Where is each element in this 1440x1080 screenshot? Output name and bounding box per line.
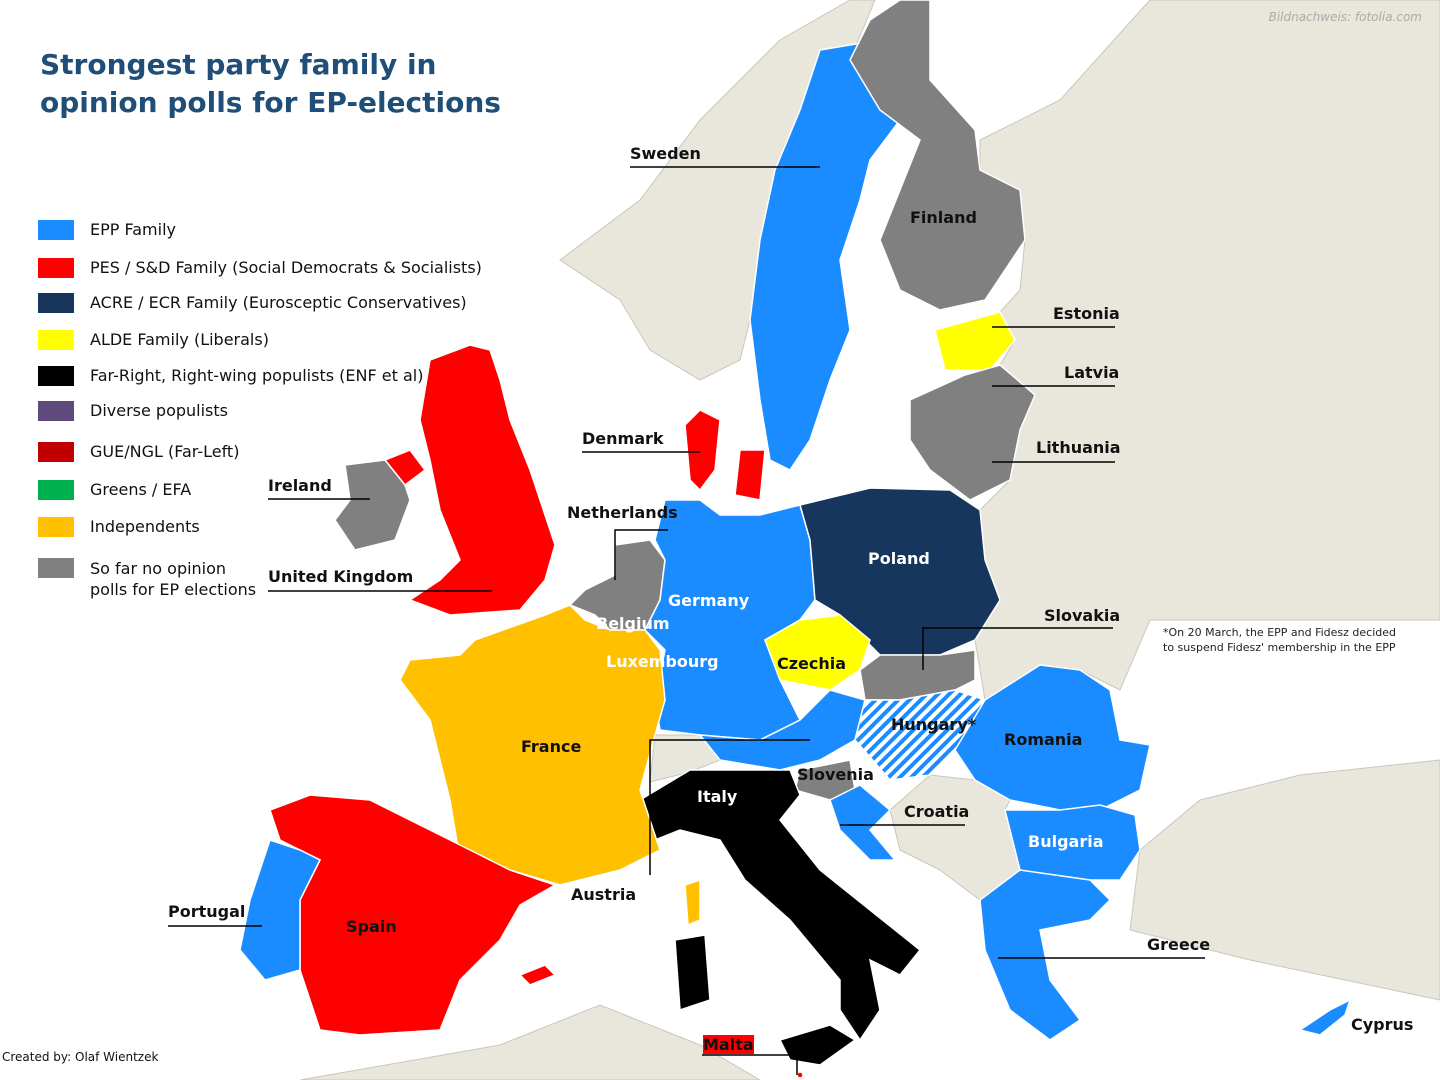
legend-swatch <box>38 258 74 278</box>
country-france[interactable] <box>399 604 666 886</box>
label-slovakia: Slovakia <box>1044 606 1121 625</box>
label-romania: Romania <box>1004 730 1083 749</box>
label-denmark: Denmark <box>582 429 664 448</box>
label-portugal: Portugal <box>168 902 246 921</box>
footnote-line-2: to suspend Fidesz' membership in the EPP <box>1163 641 1396 654</box>
label-finland: Finland <box>910 208 977 227</box>
footnote-line-1: *On 20 March, the EPP and Fidesz decided <box>1163 626 1397 639</box>
label-spain: Spain <box>346 917 397 936</box>
label-uk: United Kingdom <box>268 567 414 586</box>
country-uk[interactable] <box>408 344 556 616</box>
island-sardinia[interactable] <box>674 934 711 1012</box>
legend-item-far-right: Far-Right, Right-wing populists (ENF et … <box>38 366 423 386</box>
legend-label: GUE/NGL (Far-Left) <box>90 442 240 461</box>
legend-label: Greens / EFA <box>90 480 192 499</box>
legend-label: ALDE Family (Liberals) <box>90 330 269 349</box>
label-luxembourg: Luxembourg <box>606 652 719 671</box>
country-denmark[interactable] <box>684 409 721 492</box>
country-ireland[interactable] <box>334 459 411 551</box>
legend-swatch <box>38 558 74 578</box>
non-eu-turkey <box>1129 759 1440 1001</box>
label-belgium: Belgium <box>596 614 670 633</box>
legend-label: So far no opinion polls for EP elections <box>90 559 257 599</box>
country-sweden[interactable] <box>749 39 901 471</box>
country-portugal[interactable] <box>239 839 322 981</box>
country-germany[interactable] <box>644 499 816 741</box>
label-poland: Poland <box>868 549 930 568</box>
label-croatia: Croatia <box>904 802 970 821</box>
legend-item-greens: Greens / EFA <box>38 480 191 500</box>
title-line-1: Strongest party family in <box>40 48 437 81</box>
label-sweden: Sweden <box>630 144 701 163</box>
country-finland[interactable] <box>849 0 1026 311</box>
legend-swatch <box>38 480 74 500</box>
legend-label: Far-Right, Right-wing populists (ENF et … <box>90 366 424 385</box>
title-line-2: opinion polls for EP-elections <box>40 86 501 119</box>
legend-item-populists: Diverse populists <box>38 401 228 421</box>
label-austria: Austria <box>571 885 637 904</box>
legend-swatch <box>38 442 74 462</box>
country-malta[interactable] <box>796 1071 804 1079</box>
legend-item-alde: ALDE Family (Liberals) <box>38 330 269 350</box>
island-corsica[interactable] <box>684 878 701 927</box>
label-france: France <box>521 737 582 756</box>
legend-swatch <box>38 517 74 537</box>
legend-item-no-polls: So far no opinion polls for EP elections <box>38 558 265 600</box>
country-romania[interactable] <box>954 664 1151 811</box>
legend-label: PES / S&D Family (Social Democrats & Soc… <box>90 258 482 277</box>
legend-swatch <box>38 293 74 313</box>
label-estonia: Estonia <box>1053 304 1120 323</box>
country-cyprus[interactable] <box>1298 998 1352 1036</box>
label-bulgaria: Bulgaria <box>1028 832 1104 851</box>
map-title: Strongest party family in opinion polls … <box>40 46 501 122</box>
country-denmark-islands[interactable] <box>734 449 766 501</box>
legend-swatch <box>38 366 74 386</box>
label-ireland: Ireland <box>268 476 332 495</box>
footnote: *On 20 March, the EPP and Fidesz decided… <box>1163 625 1396 655</box>
legend-label: Diverse populists <box>90 401 228 420</box>
label-slovenia: Slovenia <box>797 765 874 784</box>
country-greece[interactable] <box>979 869 1112 1041</box>
leader-lines <box>168 166 1205 1075</box>
label-malta: Malta <box>703 1035 754 1054</box>
label-italy: Italy <box>697 787 738 806</box>
non-eu-north-africa <box>299 1004 761 1080</box>
legend-item-gue: GUE/NGL (Far-Left) <box>38 442 239 462</box>
label-greece: Greece <box>1147 935 1211 954</box>
country-latvia-lithuania[interactable] <box>909 364 1036 501</box>
country-italy[interactable] <box>639 769 922 1042</box>
country-czechia[interactable] <box>764 614 871 691</box>
label-lithuania: Lithuania <box>1036 438 1121 457</box>
label-germany: Germany <box>668 591 750 610</box>
legend-label: Independents <box>90 517 200 536</box>
legend-swatch <box>38 401 74 421</box>
country-croatia[interactable] <box>829 784 897 861</box>
legend-item-independents: Independents <box>38 517 200 537</box>
legend-label: EPP Family <box>90 220 176 239</box>
island-sicily[interactable] <box>778 1024 857 1066</box>
legend-item-ecr: ACRE / ECR Family (Eurosceptic Conservat… <box>38 293 467 313</box>
image-credit: Bildnachweis: fotolia.com <box>1268 10 1422 24</box>
author-credit: Created by: Olaf Wientzek <box>2 1050 159 1064</box>
legend-item-epp: EPP Family <box>38 220 176 240</box>
legend-item-pes: PES / S&D Family (Social Democrats & Soc… <box>38 258 482 278</box>
legend-swatch <box>38 220 74 240</box>
legend-label: ACRE / ECR Family (Eurosceptic Conservat… <box>90 293 467 312</box>
label-czechia: Czechia <box>777 654 847 673</box>
legend-swatch <box>38 330 74 350</box>
non-eu-east <box>974 0 1440 701</box>
label-netherlands: Netherlands <box>567 503 678 522</box>
label-latvia: Latvia <box>1064 363 1120 382</box>
islands-balearic[interactable] <box>518 964 557 986</box>
label-hungary: Hungary* <box>891 715 977 734</box>
country-poland[interactable] <box>799 487 1001 656</box>
non-eu-switzerland <box>649 734 721 783</box>
label-cyprus: Cyprus <box>1351 1015 1414 1034</box>
